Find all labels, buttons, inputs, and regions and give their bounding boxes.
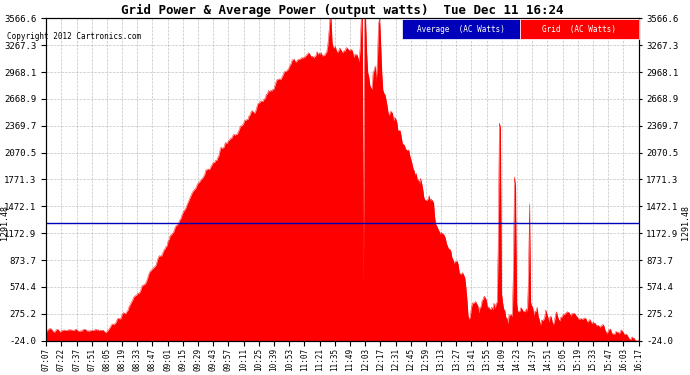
Text: 1291.48: 1291.48 (0, 205, 9, 240)
Text: Grid  (AC Watts): Grid (AC Watts) (542, 25, 616, 34)
Title: Grid Power & Average Power (output watts)  Tue Dec 11 16:24: Grid Power & Average Power (output watts… (121, 4, 564, 17)
Text: 1291.48: 1291.48 (682, 205, 690, 240)
Text: Average  (AC Watts): Average (AC Watts) (417, 25, 505, 34)
Text: Copyright 2012 Cartronics.com: Copyright 2012 Cartronics.com (7, 32, 141, 41)
